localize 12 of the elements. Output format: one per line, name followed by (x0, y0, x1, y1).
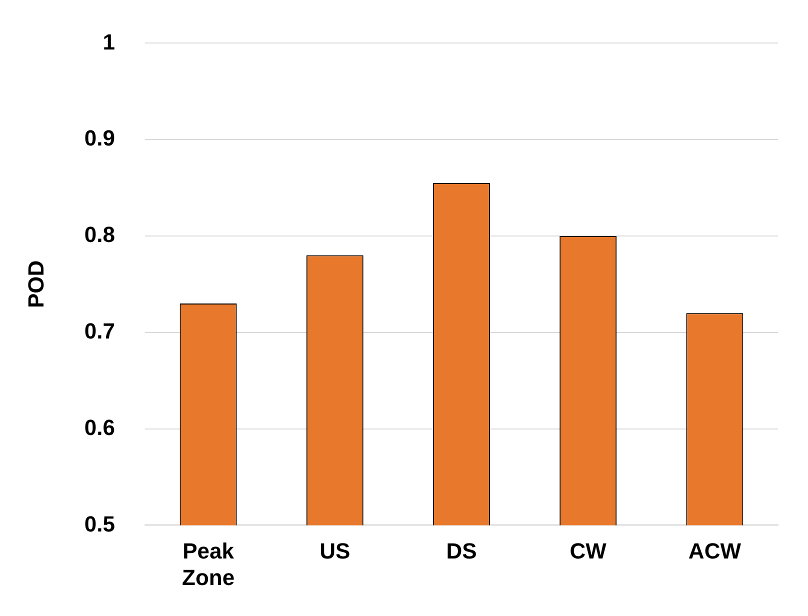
y-tick-label: 0.8 (84, 222, 115, 248)
y-tick-label: 0.9 (84, 126, 115, 151)
x-tick-label: DS (446, 538, 477, 564)
x-tick-label: ACW (688, 538, 742, 564)
x-tick-label: Peak Zone (182, 538, 235, 590)
y-tick-label: 0.7 (84, 318, 115, 344)
y-tick-label: 1 (102, 29, 115, 54)
y-axis-title: POD (23, 260, 48, 308)
y-tick-label: 0.6 (84, 414, 115, 440)
y-tick-label: 0.5 (84, 511, 115, 536)
x-tick-label: US (320, 538, 350, 564)
x-tick-label: CW (570, 538, 607, 564)
